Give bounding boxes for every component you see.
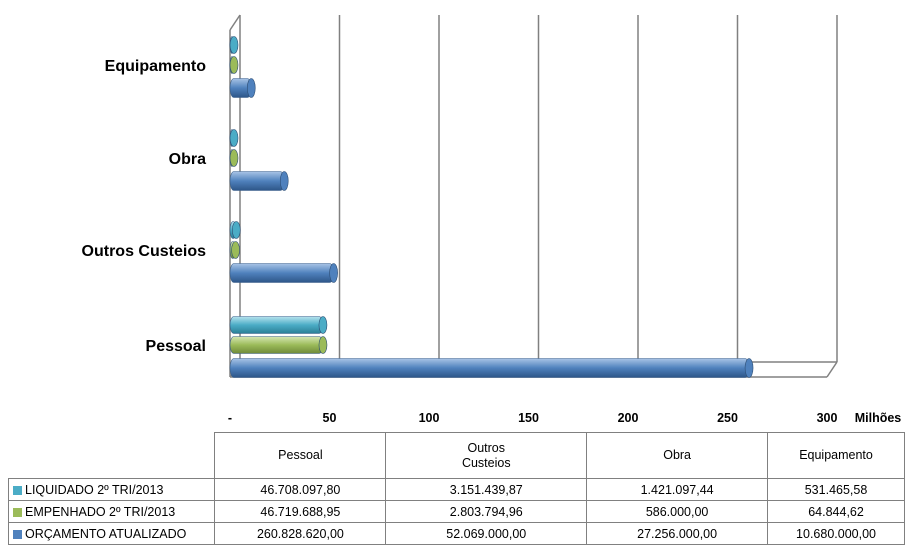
bar-cap xyxy=(231,221,241,239)
table-row-empenhado: EMPENHADO 2º TRI/2013 46.719.688,95 2.80… xyxy=(7,500,905,523)
table-header-text: Outros xyxy=(467,440,506,455)
bar-body xyxy=(229,358,750,378)
x-unit-label: Milhões xyxy=(855,411,902,425)
bar-cap xyxy=(318,316,328,334)
bar-cap xyxy=(229,36,239,54)
table-cell: 586.000,00 xyxy=(586,500,769,523)
table-header-text: Obra xyxy=(663,448,692,462)
bar-cap xyxy=(279,171,289,191)
bar-2-1 xyxy=(229,263,338,283)
table-corner-cell xyxy=(8,432,216,479)
bar-chart: - 50 100 150 200 250 300 Milhões Pessoal Outros C… xyxy=(82,14,902,425)
legend-entry-empenhado: EMPENHADO 2º TRI/2013 xyxy=(7,500,216,523)
legend-swatch xyxy=(13,507,22,517)
floor-tick xyxy=(826,361,838,378)
bar-cap xyxy=(246,78,256,98)
x-tick-label: 150 xyxy=(518,411,539,425)
bar-cap xyxy=(229,56,239,74)
bar-0-1 xyxy=(229,221,241,239)
table-row-orcamento: ORÇAMENTO ATUALIZADO 260.828.620,00 52.0… xyxy=(7,522,905,545)
bar-2-0 xyxy=(229,358,754,378)
table-header-pessoal: Pessoal xyxy=(214,432,387,479)
bar-body xyxy=(229,336,324,354)
bar-cap xyxy=(229,149,239,167)
table-cell: 1.421.097,44 xyxy=(586,478,769,501)
bar-2-3 xyxy=(229,78,256,98)
bar-cap xyxy=(231,241,240,259)
bar-0-0 xyxy=(229,316,328,334)
table-cell: 3.151.439,87 xyxy=(385,478,588,501)
table-header-obra: Obra xyxy=(586,432,769,479)
table-header-text: Custeios xyxy=(461,455,511,470)
left-wall-top xyxy=(229,14,241,31)
table-cell: 260.828.620,00 xyxy=(214,522,387,545)
bar-1-0 xyxy=(229,336,328,354)
legend-entry-orcamento: ORÇAMENTO ATUALIZADO xyxy=(7,522,216,545)
table-cell: 531.465,58 xyxy=(767,478,905,501)
table-cell: 27.256.000,00 xyxy=(586,522,769,545)
table-cell: 64.844,62 xyxy=(767,500,905,523)
category-label: Obra xyxy=(169,151,206,168)
table-cell: 46.719.688,95 xyxy=(214,500,387,523)
bar-0-2 xyxy=(229,129,239,147)
bar-body xyxy=(229,316,324,334)
bar-body xyxy=(229,263,334,283)
category-label: Equipamento xyxy=(105,58,207,75)
table-header-equipamento: Equipamento xyxy=(767,432,905,479)
table-cell: 10.680.000,00 xyxy=(767,522,905,545)
table-header-text: Equipamento xyxy=(799,448,873,462)
x-tick-label: 100 xyxy=(419,411,440,425)
category-label: Pessoal xyxy=(146,338,206,355)
x-tick-label: 300 xyxy=(817,411,838,425)
bar-body xyxy=(229,171,285,191)
legend-label: ORÇAMENTO ATUALIZADO xyxy=(25,526,187,541)
table-row-liquidado: LIQUIDADO 2º TRI/2013 46.708.097,80 3.15… xyxy=(7,478,905,501)
legend-label: EMPENHADO 2º TRI/2013 xyxy=(25,504,176,519)
bar-1-3 xyxy=(229,56,239,74)
legend-entry-liquidado: LIQUIDADO 2º TRI/2013 xyxy=(7,478,216,501)
x-tick-label: 50 xyxy=(323,411,337,425)
legend-label: LIQUIDADO 2º TRI/2013 xyxy=(25,482,164,497)
bar-cap xyxy=(318,336,328,354)
legend-swatch xyxy=(13,529,22,539)
bar-cap xyxy=(229,129,239,147)
bar-0-3 xyxy=(229,36,239,54)
bar-2-2 xyxy=(229,171,289,191)
table-cell: 52.069.000,00 xyxy=(385,522,588,545)
legend-swatch xyxy=(13,485,22,495)
bar-cap xyxy=(329,263,338,283)
table-cell: 2.803.794,96 xyxy=(385,500,588,523)
data-table: Pessoal Outros Custeios Obra Equipamento … xyxy=(7,432,905,545)
table-header-row: Pessoal Outros Custeios Obra Equipamento xyxy=(8,432,905,479)
bar-cap xyxy=(744,358,754,378)
category-label: Outros Custeios xyxy=(82,243,207,260)
table-header-outros-custeios: Outros Custeios xyxy=(385,432,588,479)
table-cell: 46.708.097,80 xyxy=(214,478,387,501)
bar-1-1 xyxy=(229,241,240,259)
table-header-text: Pessoal xyxy=(278,448,323,462)
x-tick-label: - xyxy=(228,411,232,425)
x-tick-label: 200 xyxy=(618,411,639,425)
x-tick-label: 250 xyxy=(717,411,738,425)
bar-1-2 xyxy=(229,149,239,167)
